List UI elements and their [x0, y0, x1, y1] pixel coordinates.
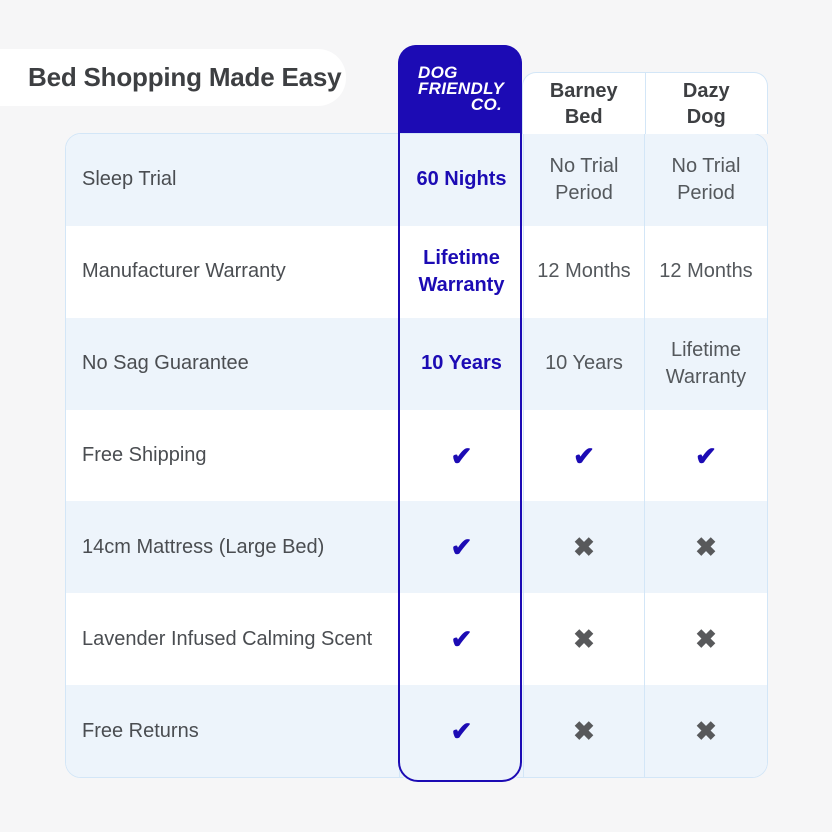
feature-label: 14cm Mattress (Large Bed): [82, 535, 325, 558]
table-row: Lavender Infused Calming Scent ✔ ✖ ✖: [66, 593, 767, 686]
table-row: Free Returns ✔ ✖ ✖: [66, 685, 767, 777]
cross-icon: ✖: [573, 716, 595, 747]
feature-label: Free Returns: [82, 719, 199, 742]
barney-value-cell: ✖: [523, 593, 644, 686]
feature-label: Free Shipping: [82, 444, 207, 466]
cross-icon: ✖: [573, 532, 595, 563]
dfc-value-cell: ✔: [399, 593, 523, 686]
dazy-value-cell: ✖: [644, 593, 767, 686]
barney-value-cell: No Trial Period: [523, 134, 644, 226]
feature-label: No Sag Guarantee: [82, 352, 249, 375]
barney-value-cell: ✖: [523, 501, 644, 594]
check-icon: ✔: [573, 440, 595, 471]
dfc-column-footer: [400, 770, 520, 780]
check-icon: ✔: [695, 440, 717, 471]
dazy-value-cell: ✖: [644, 685, 767, 777]
cross-icon: ✖: [695, 716, 717, 747]
barney-value-cell: 10 Years: [523, 317, 644, 410]
check-icon: ✔: [450, 440, 473, 471]
table-row: No Sag Guarantee 10 Years 10 Years Lifet…: [66, 317, 767, 410]
dazy-value-cell: ✔: [644, 409, 767, 502]
barney-value-cell: ✖: [523, 685, 644, 777]
table-row: Manufacturer Warranty Lifetime Warranty …: [66, 225, 767, 318]
column-header-dazy-dog: Dazy Dog: [644, 73, 768, 134]
brand-header: DOG FRIENDLY CO.: [398, 45, 522, 133]
check-icon: ✔: [450, 532, 473, 563]
dfc-value-cell: 60 Nights: [399, 134, 523, 226]
table-row: Free Shipping ✔ ✔ ✔: [66, 409, 767, 502]
dfc-value-cell: ✔: [399, 501, 523, 594]
barney-value-cell: 12 Months: [523, 225, 644, 318]
cross-icon: ✖: [695, 624, 717, 655]
table-row: 14cm Mattress (Large Bed) ✔ ✖ ✖: [66, 501, 767, 594]
comparison-table: Sleep Trial 60 Nights No Trial Period No…: [65, 133, 768, 778]
cross-icon: ✖: [573, 624, 595, 655]
dfc-value-cell: ✔: [399, 409, 523, 502]
competitor-header-band: Barney Bed Dazy Dog: [522, 72, 768, 134]
feature-label: Lavender Infused Calming Scent: [82, 627, 373, 650]
dazy-value-cell: Lifetime Warranty: [644, 317, 767, 410]
dfc-value-cell: ✔: [399, 685, 523, 777]
dazy-value-cell: ✖: [644, 501, 767, 594]
page-title: Bed Shopping Made Easy: [28, 62, 342, 92]
logo-line-2: FRIENDLY: [418, 79, 505, 98]
barney-value-cell: ✔: [523, 409, 644, 502]
logo-line-1: DOG: [418, 63, 458, 82]
brand-logo: DOG FRIENDLY CO.: [418, 63, 505, 114]
check-icon: ✔: [450, 716, 473, 747]
column-header-barney-bed: Barney Bed: [549, 79, 618, 128]
dfc-value-cell: Lifetime Warranty: [399, 225, 523, 318]
table-row: Sleep Trial 60 Nights No Trial Period No…: [66, 134, 767, 226]
dfc-value-cell: 10 Years: [399, 317, 523, 410]
feature-label: Manufacturer Warranty: [82, 260, 286, 283]
title-pill: Bed Shopping Made Easy: [0, 49, 346, 106]
feature-label: Sleep Trial: [82, 168, 177, 191]
logo-line-3: CO.: [470, 95, 502, 114]
check-icon: ✔: [450, 624, 473, 655]
cross-icon: ✖: [695, 532, 717, 563]
dazy-value-cell: 12 Months: [644, 225, 767, 318]
dazy-value-cell: No Trial Period: [644, 134, 767, 226]
